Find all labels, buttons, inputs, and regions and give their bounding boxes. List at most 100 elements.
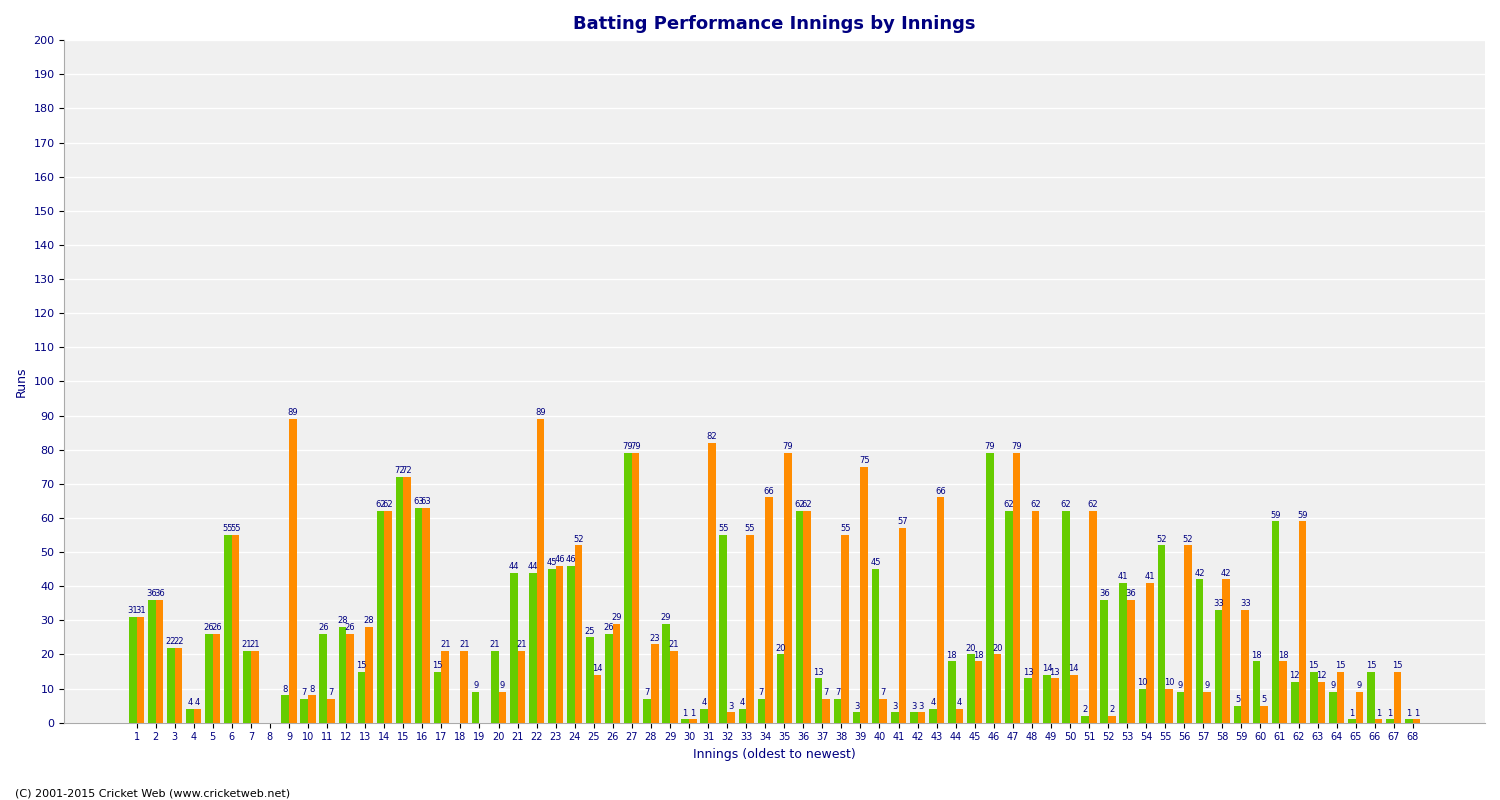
Text: 20: 20 xyxy=(776,644,786,653)
Bar xyxy=(384,511,392,722)
Bar xyxy=(936,498,944,722)
Text: 15: 15 xyxy=(1335,661,1346,670)
Text: 10: 10 xyxy=(1137,678,1148,687)
Bar xyxy=(956,709,963,722)
Text: 14: 14 xyxy=(592,664,603,674)
Y-axis label: Runs: Runs xyxy=(15,366,28,397)
Bar xyxy=(1119,582,1126,722)
Bar xyxy=(156,600,164,722)
Text: 79: 79 xyxy=(1011,442,1022,451)
Text: 12: 12 xyxy=(1290,671,1300,680)
Bar xyxy=(433,671,441,722)
Bar xyxy=(1272,522,1280,722)
Text: 15: 15 xyxy=(432,661,442,670)
Bar xyxy=(644,699,651,722)
Bar xyxy=(1406,719,1413,722)
Text: 21: 21 xyxy=(516,640,526,650)
Bar xyxy=(624,453,632,722)
Bar xyxy=(1032,511,1040,722)
Text: 10: 10 xyxy=(1164,678,1174,687)
Bar xyxy=(738,709,746,722)
Text: 89: 89 xyxy=(288,408,298,418)
Text: 44: 44 xyxy=(528,562,538,571)
Text: 18: 18 xyxy=(1251,650,1262,659)
Bar xyxy=(1158,546,1166,722)
Text: 3: 3 xyxy=(853,702,859,710)
Text: 52: 52 xyxy=(573,534,584,543)
Text: (C) 2001-2015 Cricket Web (www.cricketweb.net): (C) 2001-2015 Cricket Web (www.cricketwe… xyxy=(15,788,290,798)
Text: 28: 28 xyxy=(338,617,348,626)
Text: 18: 18 xyxy=(946,650,957,659)
Bar xyxy=(758,699,765,722)
Text: 79: 79 xyxy=(984,442,996,451)
Text: 42: 42 xyxy=(1221,569,1232,578)
Text: 62: 62 xyxy=(1088,501,1098,510)
Text: 42: 42 xyxy=(1194,569,1204,578)
Bar xyxy=(206,634,213,722)
Bar xyxy=(490,651,498,722)
Bar xyxy=(1070,675,1077,722)
Text: 36: 36 xyxy=(1100,589,1110,598)
Bar xyxy=(928,709,936,722)
Text: 62: 62 xyxy=(802,501,813,510)
Text: 9: 9 xyxy=(472,682,478,690)
Bar xyxy=(1215,610,1222,722)
Text: 21: 21 xyxy=(440,640,450,650)
Bar xyxy=(1329,692,1336,722)
Bar xyxy=(898,528,906,722)
Text: 18: 18 xyxy=(1278,650,1288,659)
Text: 15: 15 xyxy=(1308,661,1318,670)
Bar xyxy=(537,419,544,722)
Bar xyxy=(1413,719,1420,722)
Bar xyxy=(251,651,258,722)
Bar xyxy=(784,453,792,722)
Bar xyxy=(968,654,975,722)
Text: 55: 55 xyxy=(744,524,754,534)
Bar xyxy=(327,699,334,722)
Text: 7: 7 xyxy=(759,688,764,697)
Text: 7: 7 xyxy=(302,688,307,697)
Text: 29: 29 xyxy=(612,613,622,622)
Bar xyxy=(396,477,404,722)
Text: 14: 14 xyxy=(1068,664,1078,674)
Bar xyxy=(567,566,574,722)
Text: 26: 26 xyxy=(204,623,214,632)
Text: 13: 13 xyxy=(1023,668,1034,677)
Bar xyxy=(891,713,898,722)
Text: 79: 79 xyxy=(622,442,633,451)
Bar xyxy=(663,624,670,722)
Text: 55: 55 xyxy=(840,524,850,534)
Bar xyxy=(1222,579,1230,722)
Text: 45: 45 xyxy=(870,558,880,567)
Text: 9: 9 xyxy=(1330,682,1335,690)
Bar xyxy=(720,535,728,722)
Text: 8: 8 xyxy=(309,685,315,694)
Bar xyxy=(765,498,772,722)
Bar xyxy=(1252,662,1260,722)
Text: 33: 33 xyxy=(1214,599,1224,608)
Bar xyxy=(861,466,868,722)
Bar xyxy=(213,634,220,722)
Text: 7: 7 xyxy=(824,688,830,697)
Bar xyxy=(1234,706,1242,722)
Text: 59: 59 xyxy=(1298,510,1308,520)
Bar xyxy=(604,634,613,722)
Bar xyxy=(308,695,315,722)
Bar xyxy=(804,511,812,722)
Bar xyxy=(871,569,879,722)
Bar xyxy=(1184,546,1192,722)
Bar xyxy=(1138,689,1146,722)
Text: 36: 36 xyxy=(1125,589,1137,598)
Bar xyxy=(166,648,174,722)
Bar xyxy=(357,671,364,722)
Bar xyxy=(822,699,830,722)
Bar xyxy=(1260,706,1268,722)
Bar xyxy=(530,573,537,722)
Bar xyxy=(194,709,201,722)
Text: 8: 8 xyxy=(282,685,288,694)
Text: 36: 36 xyxy=(154,589,165,598)
Bar xyxy=(1280,662,1287,722)
Bar xyxy=(376,511,384,722)
Bar xyxy=(518,651,525,722)
Text: 23: 23 xyxy=(650,634,660,642)
